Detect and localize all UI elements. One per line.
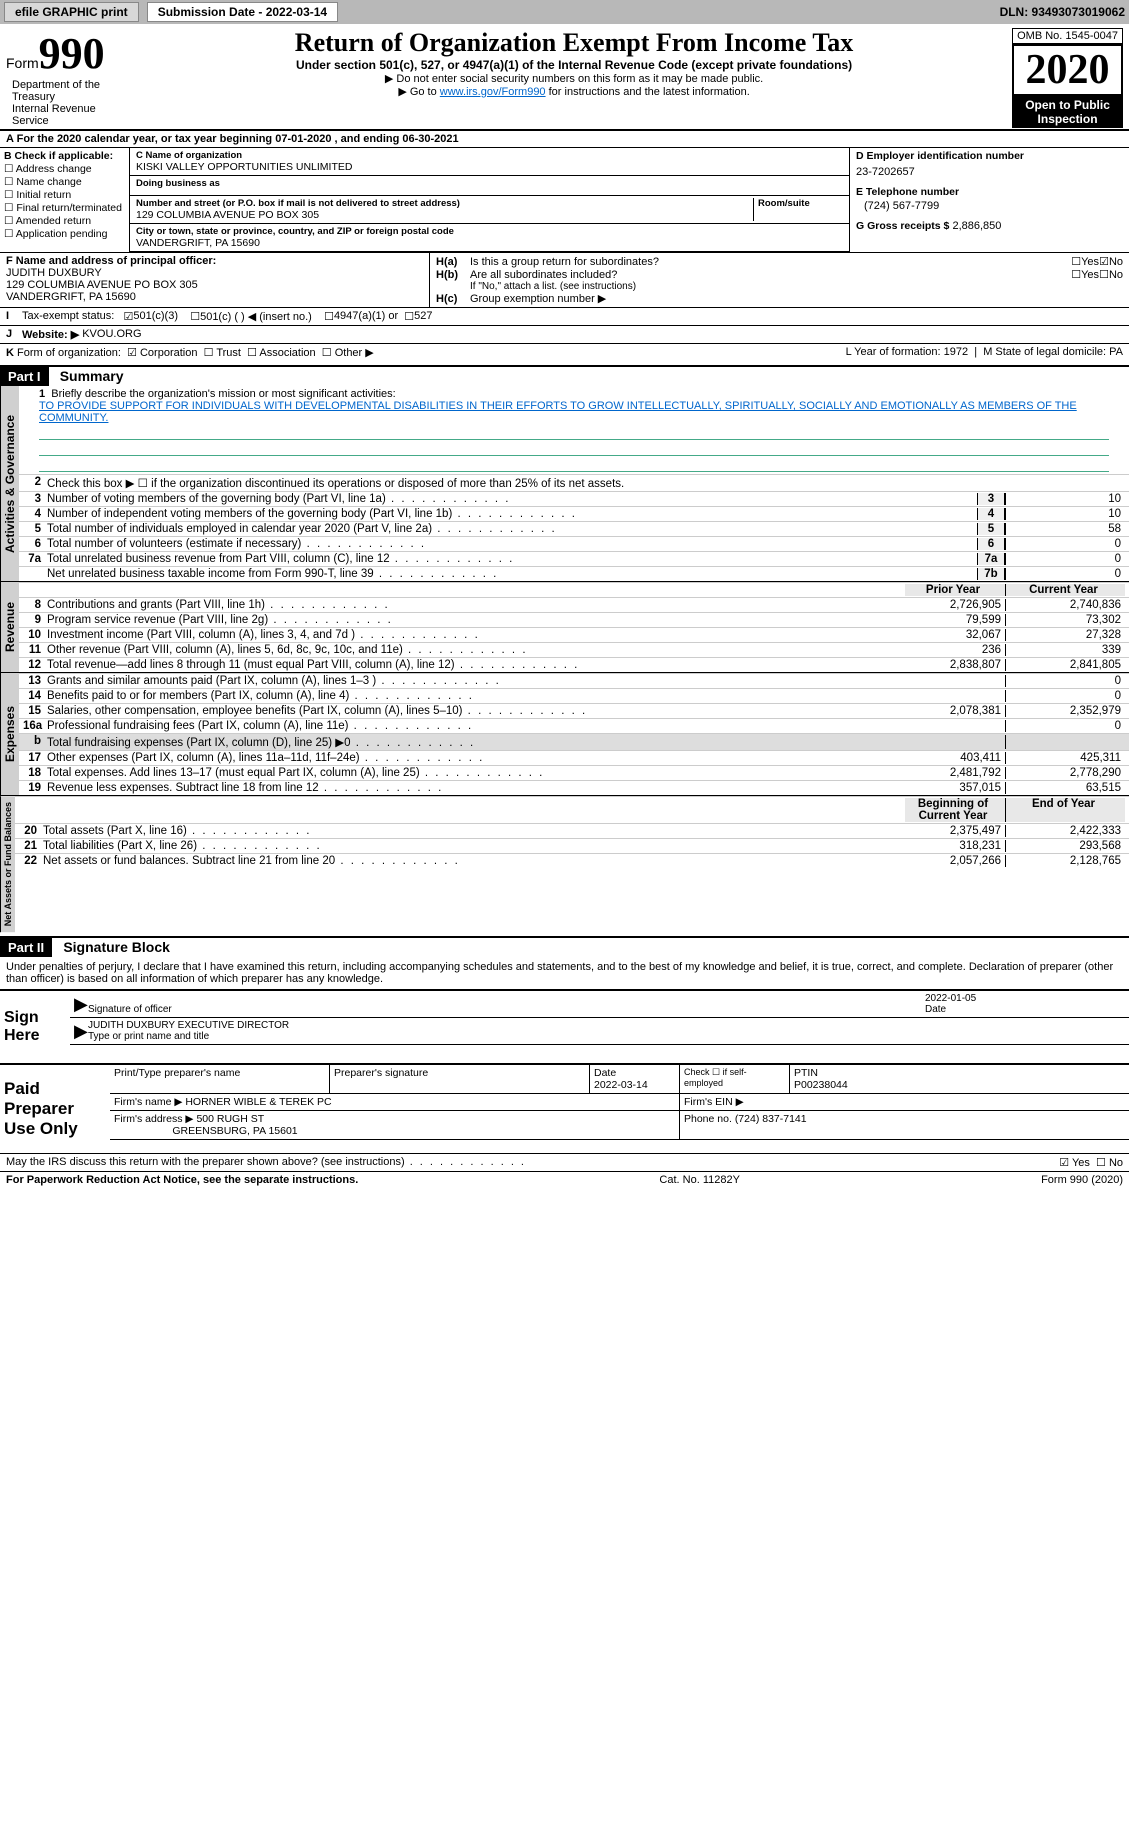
grp-expenses: Expenses bbox=[0, 673, 19, 795]
line-b: Total fundraising expenses (Part IX, col… bbox=[47, 735, 905, 749]
line-12: Total revenue—add lines 8 through 11 (mu… bbox=[47, 659, 905, 671]
box-f: F Name and address of principal officer:… bbox=[0, 253, 430, 307]
org-name: KISKI VALLEY OPPORTUNITIES UNLIMITED bbox=[136, 161, 843, 173]
form-header: Form990 Department of the Treasury Inter… bbox=[0, 24, 1129, 129]
row-i: I Tax-exempt status: ☑ 501(c)(3) ☐ 501(c… bbox=[0, 307, 1129, 325]
firm-name: Firm's name ▶ HORNER WIBLE & TEREK PC bbox=[110, 1094, 680, 1110]
line-20: Total assets (Part X, line 16) bbox=[43, 825, 905, 837]
officer-name: JUDITH DUXBURY EXECUTIVE DIRECTORType or… bbox=[88, 1020, 1125, 1042]
firm-phone: Phone no. (724) 837-7141 bbox=[680, 1111, 1129, 1139]
chk-final-return[interactable]: ☐ Final return/terminated bbox=[4, 202, 125, 214]
chk-amended[interactable]: ☐ Amended return bbox=[4, 215, 125, 227]
part2-header: Part II bbox=[0, 938, 52, 957]
website: KVOU.ORG bbox=[82, 328, 141, 341]
irs-link[interactable]: www.irs.gov/Form990 bbox=[440, 86, 546, 98]
line-19: Revenue less expenses. Subtract line 18 … bbox=[47, 782, 905, 794]
row-k: K Form of organization: ☑ Corporation ☐ … bbox=[0, 343, 1129, 361]
line-6: Total number of volunteers (estimate if … bbox=[47, 538, 977, 550]
box-d: D Employer identification number 23-7202… bbox=[849, 148, 1129, 252]
ein: 23-7202657 bbox=[856, 162, 1123, 186]
line-14: Benefits paid to or for members (Part IX… bbox=[47, 690, 905, 702]
tax-period: A For the 2020 calendar year, or tax yea… bbox=[0, 129, 1129, 147]
top-toolbar: efile GRAPHIC print Submission Date - 20… bbox=[0, 0, 1129, 24]
line-5: Total number of individuals employed in … bbox=[47, 523, 977, 535]
box-b: B Check if applicable: ☐ Address change … bbox=[0, 148, 130, 252]
signature-declaration: Under penalties of perjury, I declare th… bbox=[0, 957, 1129, 989]
sig-arrow-icon-2: ▶ bbox=[74, 1021, 88, 1042]
form-number: Form990 bbox=[6, 28, 136, 79]
grp-net: Net Assets or Fund Balances bbox=[0, 796, 15, 932]
part1-header: Part I bbox=[0, 367, 49, 386]
row-j: J Website: ▶ KVOU.ORG bbox=[0, 325, 1129, 343]
line-2: Check this box ▶ ☐ if the organization d… bbox=[47, 476, 1125, 490]
line-9: Program service revenue (Part VIII, line… bbox=[47, 614, 905, 626]
line-8: Contributions and grants (Part VIII, lin… bbox=[47, 599, 905, 611]
address-cell: Number and street (or P.O. box if mail i… bbox=[130, 196, 849, 224]
form-subtitle: Under section 501(c), 527, or 4947(a)(1)… bbox=[144, 58, 1004, 72]
line-16a: Professional fundraising fees (Part IX, … bbox=[47, 720, 905, 732]
chk-name-change[interactable]: ☐ Name change bbox=[4, 176, 125, 188]
open-inspection: Open to PublicInspection bbox=[1012, 96, 1123, 128]
phone: (724) 567-7799 bbox=[856, 198, 1123, 220]
discuss-row: May the IRS discuss this return with the… bbox=[0, 1153, 1129, 1171]
chk-initial-return[interactable]: ☐ Initial return bbox=[4, 189, 125, 201]
prep-sig-hdr: Preparer's signature bbox=[330, 1065, 590, 1093]
prep-selfemp: Check ☐ if self-employed bbox=[680, 1065, 790, 1093]
line-11: Other revenue (Part VIII, column (A), li… bbox=[47, 644, 905, 656]
submission-date: Submission Date - 2022-03-14 bbox=[147, 2, 338, 22]
sign-here-label: Sign Here bbox=[0, 991, 70, 1063]
dba-cell: Doing business as bbox=[130, 176, 849, 196]
line-7b: Net unrelated business taxable income fr… bbox=[47, 568, 977, 580]
firm-ein: Firm's EIN ▶ bbox=[680, 1094, 1129, 1110]
box-h: H(a)Is this a group return for subordina… bbox=[430, 253, 1129, 307]
chk-pending[interactable]: ☐ Application pending bbox=[4, 228, 125, 240]
grp-governance: Activities & Governance bbox=[0, 386, 19, 581]
efile-print-button[interactable]: efile GRAPHIC print bbox=[4, 2, 139, 22]
form-title: Return of Organization Exempt From Incom… bbox=[144, 28, 1004, 58]
prep-date: Date2022-03-14 bbox=[590, 1065, 680, 1093]
sig-date: 2022-01-05Date bbox=[925, 993, 1125, 1015]
instruction-1: ▶ Do not enter social security numbers o… bbox=[144, 72, 1004, 85]
part1-title: Summary bbox=[52, 368, 124, 384]
line-18: Total expenses. Add lines 13–17 (must eq… bbox=[47, 767, 905, 779]
line-4: Number of independent voting members of … bbox=[47, 508, 977, 520]
dln-label: DLN: 93493073019062 bbox=[1000, 5, 1125, 19]
sig-arrow-icon: ▶ bbox=[74, 994, 88, 1015]
line-17: Other expenses (Part IX, column (A), lin… bbox=[47, 752, 905, 764]
mission-text[interactable]: TO PROVIDE SUPPORT FOR INDIVIDUALS WITH … bbox=[39, 400, 1077, 424]
mission: 1 Briefly describe the organization's mi… bbox=[19, 386, 1129, 426]
tax-year: 2020 bbox=[1012, 44, 1123, 96]
line-13: Grants and similar amounts paid (Part IX… bbox=[47, 675, 905, 687]
line-3: Number of voting members of the governin… bbox=[47, 493, 977, 505]
instruction-2: ▶ Go to www.irs.gov/Form990 for instruct… bbox=[144, 85, 1004, 98]
line-22: Net assets or fund balances. Subtract li… bbox=[43, 855, 905, 867]
line-21: Total liabilities (Part X, line 26) bbox=[43, 840, 905, 852]
officer-sig-label: Signature of officer bbox=[88, 1004, 925, 1015]
footer: For Paperwork Reduction Act Notice, see … bbox=[0, 1171, 1129, 1188]
line-10: Investment income (Part VIII, column (A)… bbox=[47, 629, 905, 641]
line-7a: Total unrelated business revenue from Pa… bbox=[47, 553, 977, 565]
part2-title: Signature Block bbox=[55, 939, 170, 955]
prep-ptin: PTINP00238044 bbox=[790, 1065, 1129, 1093]
grp-revenue: Revenue bbox=[0, 582, 19, 672]
city-cell: City or town, state or province, country… bbox=[130, 224, 849, 252]
omb-number: OMB No. 1545-0047 bbox=[1012, 28, 1123, 44]
dept-treasury: Department of the Treasury Internal Reve… bbox=[6, 79, 136, 129]
firm-address: Firm's address ▶ 500 RUGH ST GREENSBURG,… bbox=[110, 1111, 680, 1139]
gross-receipts: 2,886,850 bbox=[952, 220, 1001, 232]
prep-name-hdr: Print/Type preparer's name bbox=[110, 1065, 330, 1093]
org-name-cell: C Name of organization KISKI VALLEY OPPO… bbox=[130, 148, 849, 176]
chk-address-change[interactable]: ☐ Address change bbox=[4, 163, 125, 175]
line-15: Salaries, other compensation, employee b… bbox=[47, 705, 905, 717]
paid-preparer-label: Paid Preparer Use Only bbox=[0, 1065, 110, 1153]
